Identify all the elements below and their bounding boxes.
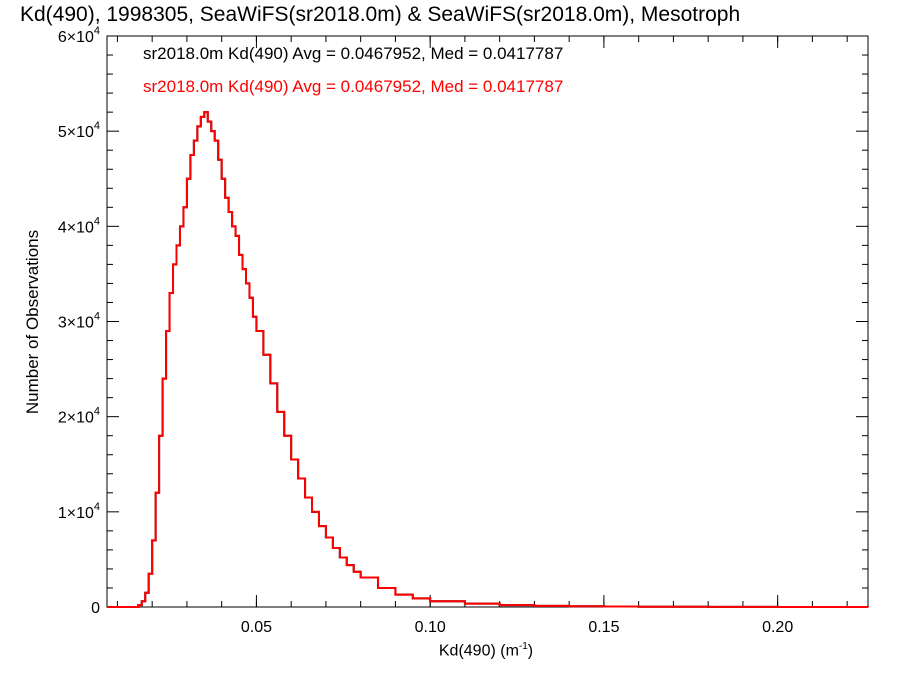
y-tick-label: 5×104 (58, 120, 100, 141)
histogram-series-red (107, 111, 869, 608)
chart-title: Kd(490), 1998305, SeaWiFS(sr2018.0m) & S… (20, 3, 741, 26)
x-tick-label: 0.05 (241, 619, 272, 636)
x-tick-label: 0.20 (762, 619, 793, 636)
legend-entry-black: sr2018.0m Kd(490) Avg = 0.0467952, Med =… (143, 44, 564, 63)
y-tick-label: 6×104 (58, 25, 100, 46)
x-axis-label-base: Kd(490) (m (438, 642, 519, 660)
x-axis-label-exponent: -1 (518, 641, 528, 652)
x-tick-label: 0.15 (588, 619, 619, 636)
histogram-series-black (107, 111, 869, 608)
x-axis-label-close: ) (527, 642, 534, 660)
y-tick-label: 0 (91, 600, 100, 617)
y-tick-label: 1×104 (58, 501, 100, 522)
x-axis-label: Kd(490) (m-1) (439, 641, 533, 660)
y-tick-label: 3×104 (58, 311, 100, 332)
x-tick-label: 0.10 (415, 619, 446, 636)
y-tick-label: 2×104 (58, 406, 100, 427)
legend-entry-red: sr2018.0m Kd(490) Avg = 0.0467952, Med =… (143, 77, 564, 96)
plot-frame (106, 35, 869, 608)
y-tick-label: 4×104 (58, 215, 100, 236)
